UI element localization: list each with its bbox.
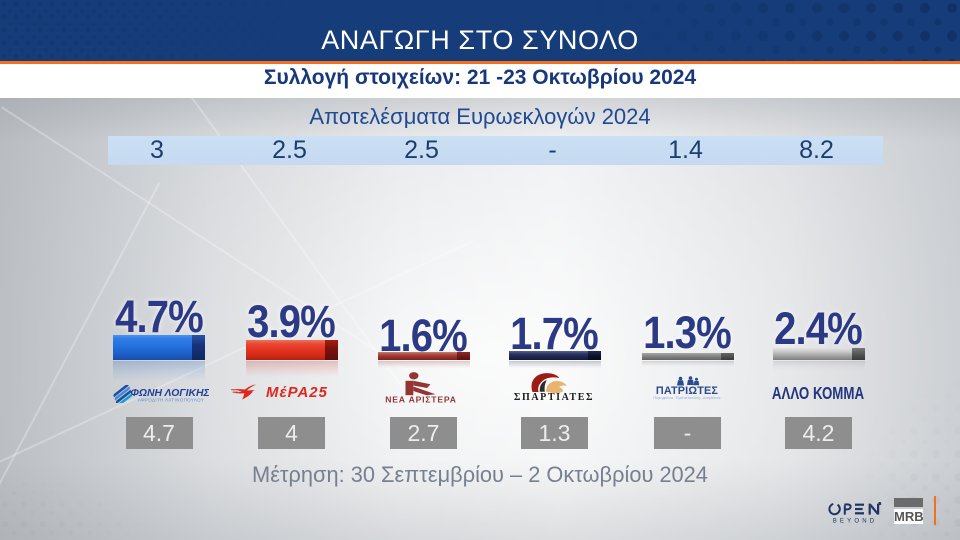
svg-text:ΠΑΤΡΙΩΤΕΣ: ΠΑΤΡΙΩΤΕΣ bbox=[656, 385, 719, 397]
svg-text:ΣΠΑΡΤΙΑΤΕΣ: ΣΠΑΡΤΙΑΤΕΣ bbox=[514, 392, 594, 403]
svg-text:Περηφάνια, Εμπιστοσύνη, Ασφάλε: Περηφάνια, Εμπιστοσύνη, Ασφάλεια bbox=[653, 396, 721, 400]
svg-text:ΝΕΑ ΑΡΙΣΤΕΡΑ: ΝΕΑ ΑΡΙΣΤΕΡΑ bbox=[385, 395, 457, 405]
svg-text:ΜέΡΑ25: ΜέΡΑ25 bbox=[266, 385, 328, 400]
svg-text:BEYOND: BEYOND bbox=[833, 519, 878, 525]
svg-text:ΦΩΝΗ ΛΟΓΙΚΗΣ: ΦΩΝΗ ΛΟΓΙΚΗΣ bbox=[130, 388, 209, 399]
svg-text:ΑΦΡΟΔΙΤΗ ΛΑΤΙΝΟΠΟΥΛΟΥ: ΑΦΡΟΔΙΤΗ ΛΑΤΙΝΟΠΟΥΛΟΥ bbox=[138, 398, 204, 403]
